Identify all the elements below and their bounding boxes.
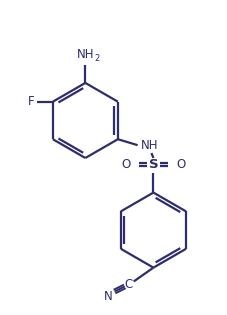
Text: O: O <box>176 158 185 171</box>
Text: NH: NH <box>140 139 157 152</box>
Text: O: O <box>121 158 130 171</box>
Text: S: S <box>148 158 158 171</box>
Text: NH: NH <box>76 48 94 61</box>
Text: C: C <box>124 278 132 291</box>
Text: N: N <box>103 290 112 303</box>
Text: 2: 2 <box>94 54 99 63</box>
Text: F: F <box>28 95 34 108</box>
